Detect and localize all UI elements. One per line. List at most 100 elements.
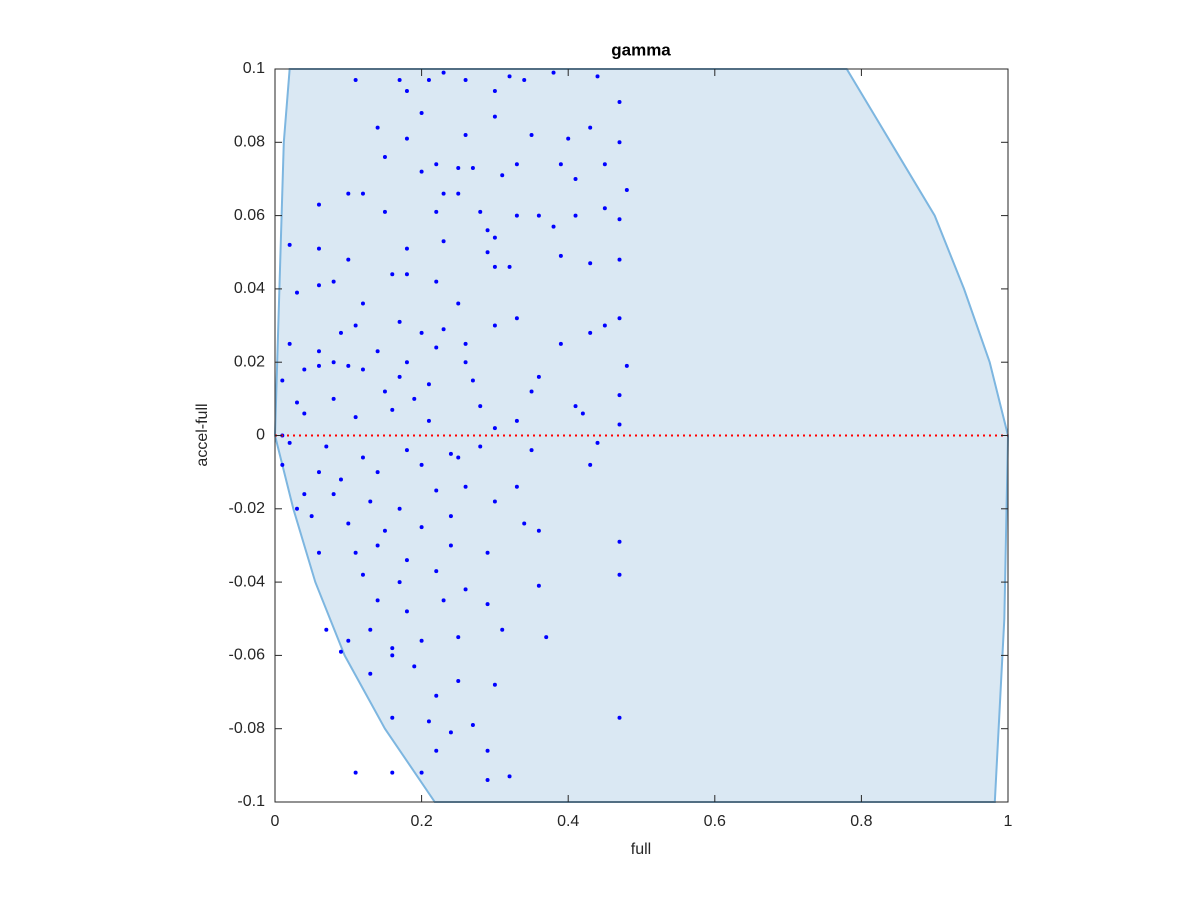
- point: [617, 393, 622, 398]
- point: [368, 671, 373, 676]
- point: [617, 539, 622, 544]
- point: [514, 418, 519, 423]
- point: [404, 272, 409, 277]
- point: [360, 572, 365, 577]
- x-tick-label: 1: [1004, 813, 1013, 830]
- y-tick-label: -0.06: [229, 647, 266, 664]
- x-tick-label: 0.8: [850, 813, 872, 830]
- point: [529, 448, 534, 453]
- point: [588, 125, 593, 130]
- point: [507, 774, 512, 779]
- point: [353, 770, 358, 775]
- point: [566, 136, 571, 141]
- point: [602, 206, 607, 211]
- point: [492, 88, 497, 93]
- point: [360, 191, 365, 196]
- y-tick-label: -0.08: [229, 720, 266, 737]
- point: [426, 719, 431, 724]
- point: [500, 627, 505, 632]
- point: [492, 499, 497, 504]
- x-tick-label: 0: [271, 813, 280, 830]
- x-axis-label: full: [631, 841, 651, 858]
- point: [529, 132, 534, 137]
- point: [624, 187, 629, 192]
- point: [309, 514, 314, 519]
- point: [338, 649, 343, 654]
- point: [573, 176, 578, 181]
- point: [390, 715, 395, 720]
- point: [456, 165, 461, 170]
- point: [390, 407, 395, 412]
- point: [338, 330, 343, 335]
- point: [595, 74, 600, 79]
- point: [463, 484, 468, 489]
- point: [360, 367, 365, 372]
- y-tick-label: 0.1: [243, 60, 265, 77]
- point: [485, 250, 490, 255]
- point: [588, 330, 593, 335]
- point: [441, 598, 446, 603]
- point: [287, 440, 292, 445]
- point: [522, 521, 527, 526]
- point: [558, 341, 563, 346]
- point: [492, 682, 497, 687]
- point: [404, 88, 409, 93]
- point: [470, 723, 475, 728]
- point: [441, 239, 446, 244]
- point: [434, 279, 439, 284]
- point: [316, 349, 321, 354]
- chart-title: gamma: [611, 40, 671, 59]
- point: [368, 627, 373, 632]
- point: [397, 319, 402, 324]
- point: [514, 162, 519, 167]
- point: [492, 426, 497, 431]
- point: [382, 389, 387, 394]
- point: [434, 569, 439, 574]
- point: [507, 74, 512, 79]
- point: [434, 693, 439, 698]
- y-tick-label: 0.02: [234, 353, 265, 370]
- point: [522, 77, 527, 82]
- point: [602, 323, 607, 328]
- point: [382, 528, 387, 533]
- y-tick-label: 0.08: [234, 134, 265, 151]
- point: [368, 499, 373, 504]
- point: [419, 525, 424, 530]
- point: [287, 341, 292, 346]
- point: [390, 653, 395, 658]
- point: [492, 114, 497, 119]
- point: [382, 209, 387, 214]
- point: [470, 165, 475, 170]
- point: [456, 679, 461, 684]
- point: [331, 279, 336, 284]
- point: [463, 587, 468, 592]
- point: [404, 246, 409, 251]
- point: [529, 389, 534, 394]
- point: [419, 638, 424, 643]
- point: [316, 283, 321, 288]
- point: [463, 341, 468, 346]
- point: [280, 462, 285, 467]
- point: [551, 224, 556, 229]
- point: [346, 363, 351, 368]
- point: [448, 543, 453, 548]
- point: [544, 635, 549, 640]
- point: [419, 169, 424, 174]
- point: [426, 382, 431, 387]
- point: [302, 411, 307, 416]
- point: [294, 290, 299, 295]
- point: [324, 627, 329, 632]
- point: [397, 506, 402, 511]
- point: [382, 154, 387, 159]
- point: [331, 492, 336, 497]
- y-tick-label: 0.06: [234, 207, 265, 224]
- point: [302, 367, 307, 372]
- point: [375, 125, 380, 130]
- point: [456, 191, 461, 196]
- point: [456, 635, 461, 640]
- point: [346, 191, 351, 196]
- point: [375, 470, 380, 475]
- point: [404, 558, 409, 563]
- point: [617, 316, 622, 321]
